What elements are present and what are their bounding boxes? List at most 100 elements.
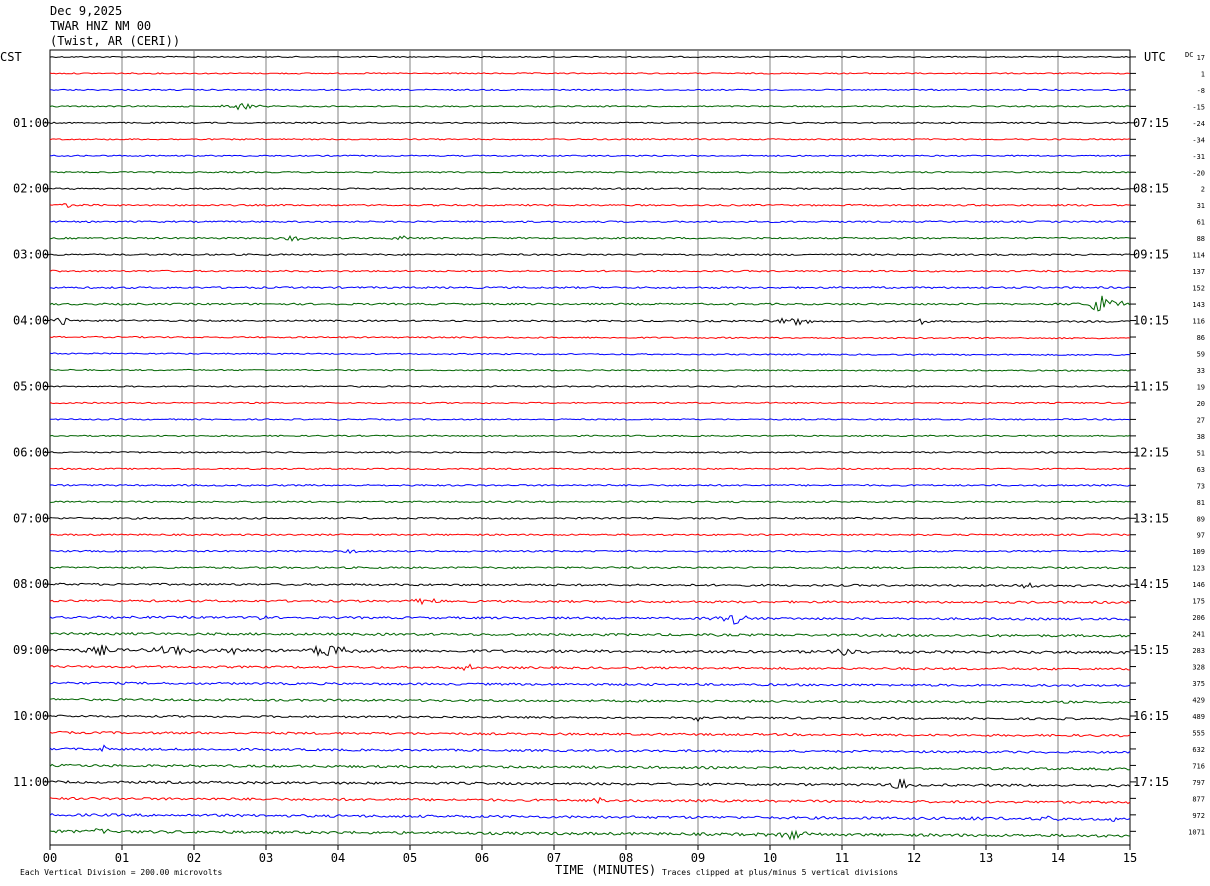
seismic-trace (49, 763, 1131, 771)
x-tick-label: 10 (763, 851, 777, 865)
dc-offset-label: 61 (1197, 219, 1205, 227)
dc-offset-label: 555 (1192, 729, 1205, 737)
scale-note: Each Vertical Division = 200.00 microvol… (20, 868, 222, 877)
x-tick-label: 09 (691, 851, 705, 865)
x-tick-label: 15 (1123, 851, 1137, 865)
seismic-trace (49, 548, 1131, 555)
dc-offset-label: 123 (1192, 565, 1205, 573)
dc-offset-label: -34 (1192, 136, 1205, 144)
dc-offset-label: 972 (1192, 812, 1205, 820)
cst-hour-label: 04:00 (13, 314, 49, 328)
dc-offset-label: 1 (1201, 70, 1205, 78)
seismic-trace (49, 234, 1131, 242)
dc-offset-label: 109 (1192, 548, 1205, 556)
dc-offset-label: 1071 (1188, 828, 1205, 836)
seismic-trace (49, 418, 1131, 421)
dc-offset-label: 59 (1197, 351, 1205, 359)
seismic-trace (49, 796, 1131, 805)
dc-offset-label: 877 (1192, 795, 1205, 803)
seismic-trace (49, 138, 1131, 141)
cst-hour-label: 10:00 (13, 709, 49, 723)
cst-hour-label: 06:00 (13, 445, 49, 459)
dc-offset-label: 429 (1192, 697, 1205, 705)
dc-offset-label: 31 (1197, 202, 1205, 210)
utc-hour-label: 11:15 (1133, 379, 1169, 393)
dc-offset-label: 146 (1192, 581, 1205, 589)
dc-offset-label: 175 (1192, 598, 1205, 606)
seismic-trace (49, 286, 1131, 290)
dc-offset-label: 2 (1201, 186, 1205, 194)
x-tick-label: 12 (907, 851, 921, 865)
seismic-trace (49, 352, 1131, 357)
seismic-trace (49, 697, 1131, 704)
seismic-trace (49, 385, 1131, 388)
seismic-trace (49, 828, 1131, 841)
seismic-trace (49, 295, 1131, 312)
seismic-trace (49, 55, 1131, 59)
dc-offset-label: 73 (1197, 482, 1205, 490)
x-tick-label: 00 (43, 851, 57, 865)
x-tick-label: 02 (187, 851, 201, 865)
seismic-trace (49, 220, 1131, 224)
dc-offset-label: 716 (1192, 762, 1205, 770)
dc-offset-label: -31 (1192, 153, 1205, 161)
location-label: (Twist, AR (CERI)) (50, 34, 181, 48)
x-tick-label: 07 (547, 851, 561, 865)
x-tick-label: 06 (475, 851, 489, 865)
x-tick-label: 04 (331, 851, 345, 865)
dc-offset-label: 114 (1192, 252, 1205, 260)
utc-hour-label: 15:15 (1133, 643, 1169, 657)
utc-hour-label: 12:15 (1133, 445, 1169, 459)
station-label: TWAR HNZ NM 00 (50, 19, 152, 33)
seismic-trace (49, 631, 1131, 638)
axis-label-group: 00 01 02 03 04 05 06 07 08 09 10 11 12 13 14 15 17 1 -8 -15… (13, 54, 1205, 865)
seismic-trace (49, 812, 1131, 823)
dc-offset-label: 33 (1197, 367, 1205, 375)
cst-timezone-label: CST (0, 50, 22, 64)
seismic-trace (49, 582, 1131, 589)
utc-hour-label: 10:15 (1133, 314, 1169, 328)
dc-offset-label: 283 (1192, 647, 1205, 655)
cst-hour-label: 09:00 (13, 643, 49, 657)
utc-hour-label: 13:15 (1133, 511, 1169, 525)
utc-hour-label: 07:15 (1133, 116, 1169, 130)
dc-offset-label: 632 (1192, 746, 1205, 754)
dc-offset-label: 489 (1192, 713, 1205, 721)
dc-offset-label: 63 (1197, 466, 1205, 474)
x-tick-label: 08 (619, 851, 633, 865)
seismic-trace (49, 253, 1131, 257)
seismic-trace (49, 714, 1131, 723)
seismic-trace (49, 483, 1131, 487)
dc-offset-label: -20 (1192, 169, 1205, 177)
utc-hour-label: 08:15 (1133, 182, 1169, 196)
seismic-trace (49, 778, 1131, 789)
dc-offset-label: 51 (1197, 449, 1205, 457)
seismic-trace (49, 102, 1131, 111)
dc-offset-label: 81 (1197, 499, 1205, 507)
dc-offset-label: 116 (1192, 318, 1205, 326)
seismic-trace (49, 566, 1131, 570)
plot-frame (49, 49, 1131, 846)
seismic-trace (49, 121, 1131, 125)
seismic-trace (49, 644, 1131, 657)
x-tick-label: 03 (259, 851, 273, 865)
dc-offset-label: -8 (1197, 87, 1205, 95)
dc-offset-label: 86 (1197, 334, 1205, 342)
dc-label: DC (1185, 51, 1193, 59)
x-axis-title: TIME (MINUTES) (555, 863, 656, 877)
dc-offset-label: 137 (1192, 268, 1205, 276)
date-label: Dec 9,2025 (50, 4, 123, 18)
dc-offset-label: 206 (1192, 614, 1205, 622)
x-tick-label: 05 (403, 851, 417, 865)
cst-hour-label: 01:00 (13, 116, 49, 130)
seismic-trace (49, 335, 1131, 340)
x-tick-label: 13 (979, 851, 993, 865)
seismic-trace (49, 730, 1131, 738)
cst-hour-label: 05:00 (13, 379, 49, 393)
utc-timezone-label: UTC (1144, 50, 1166, 64)
cst-hour-label: 02:00 (13, 182, 49, 196)
seismic-trace (49, 533, 1131, 537)
seismic-trace (49, 681, 1131, 688)
seismic-trace (49, 451, 1131, 454)
